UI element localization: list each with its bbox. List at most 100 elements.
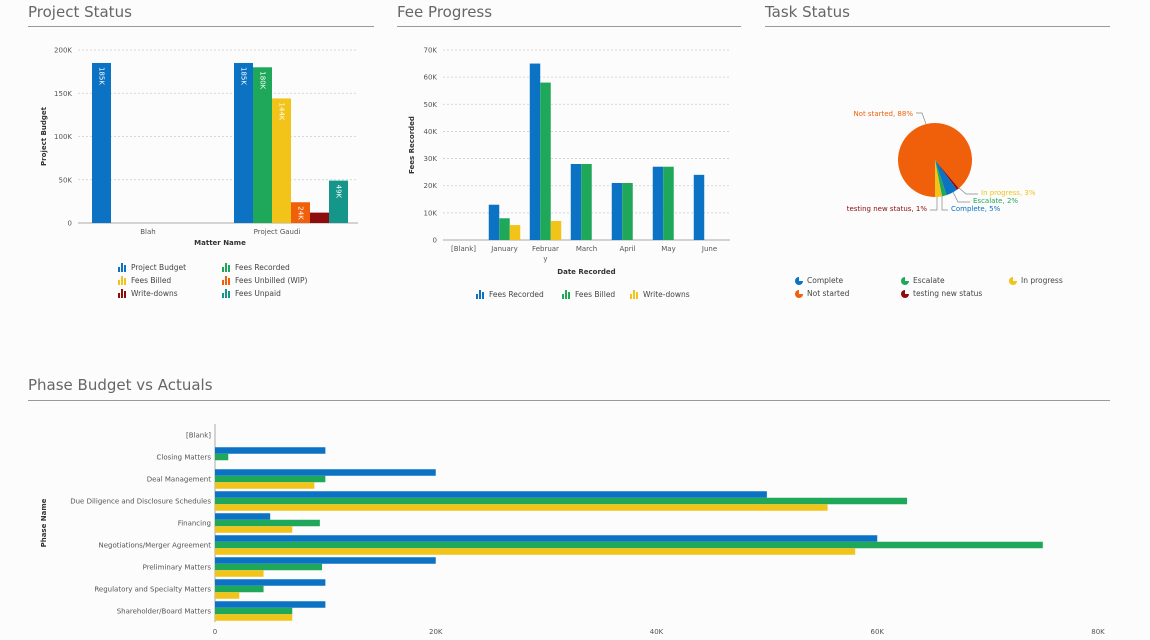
fee_progress-bar: [499, 218, 510, 240]
legend-label: Fees Unpaid: [235, 289, 281, 298]
fee_progress-ytick-label: 0: [433, 237, 437, 245]
legend-item[interactable]: Fees Unbilled (WIP): [222, 274, 342, 287]
legend-item[interactable]: Write-downs: [630, 288, 700, 301]
phase_budget-bar: [215, 469, 436, 476]
pie-chart-icon: [901, 289, 909, 298]
legend-label: Complete: [807, 276, 844, 285]
legend-item[interactable]: Not started: [795, 287, 901, 300]
fee_progress-bar: [611, 183, 623, 240]
fee_progress-xtick-label: January: [490, 245, 518, 253]
bar-chart-icon: [222, 289, 231, 298]
phase_budget-ytick-label: Regulatory and Specialty Matters: [94, 586, 211, 594]
project_status-data-label: 185K: [240, 67, 248, 85]
fee_progress-bar: [622, 183, 633, 240]
legend-item[interactable]: Complete: [795, 274, 901, 287]
fee_progress-xtick-label: March: [576, 245, 597, 253]
bar-chart-icon: [118, 276, 127, 285]
phase_budget-ytick-label: Preliminary Matters: [143, 564, 212, 572]
phase_budget-xtick-label: 80K: [1091, 628, 1105, 636]
legend-label: In progress: [1021, 276, 1063, 285]
project_status-data-label: 49K: [335, 185, 343, 199]
pie-leader-line: [957, 186, 978, 195]
fee_progress-xtick-label: May: [661, 245, 675, 253]
project-status-title: Project Status: [28, 3, 132, 21]
legend-item[interactable]: Fees Recorded: [222, 261, 342, 274]
phase_budget-bar: [215, 513, 271, 520]
phase_budget-ytick-label: Due Diligence and Disclosure Schedules: [70, 498, 211, 506]
legend-label: Project Budget: [131, 263, 187, 272]
phase_budget-xtick-label: 20K: [429, 628, 443, 636]
project_status-bar: [310, 212, 329, 223]
project_status-bar: [234, 62, 253, 223]
fee_progress-bar: [540, 82, 551, 240]
project_status-xtick-label: Blah: [140, 228, 155, 236]
phase_budget-bar: [215, 592, 240, 599]
phase_budget-bar: [215, 535, 878, 542]
legend-item[interactable]: Write-downs: [118, 287, 222, 300]
phase_budget-bar: [215, 585, 264, 593]
project_status-xtick-label: Project Gaudi: [254, 228, 301, 236]
legend-item[interactable]: Fees Billed: [118, 274, 222, 287]
legend-item[interactable]: Project Budget: [118, 261, 222, 274]
project_status-ytick-label: 150K: [54, 90, 72, 98]
bar-chart-icon: [118, 289, 127, 298]
phase_budget-ytick-label: Negotiations/Merger Agreement: [99, 542, 212, 550]
legend-label: Not started: [807, 289, 850, 298]
fee_progress-ytick-label: 40K: [424, 128, 438, 136]
pie-data-label: Escalate, 2%: [973, 197, 1018, 205]
legend-item[interactable]: Fees Unpaid: [222, 287, 342, 300]
legend-label: testing new status: [913, 289, 983, 298]
phase_budget-bar: [215, 601, 326, 608]
phase_budget-bar: [215, 548, 856, 555]
fee_progress-xtick-label: April: [620, 245, 636, 253]
fee_progress-ytick-label: 50K: [424, 101, 438, 109]
task-status-title: Task Status: [765, 3, 850, 21]
phase_budget-ytick-label: [Blank]: [186, 432, 211, 440]
legend-item[interactable]: In progress: [1009, 274, 1109, 287]
project_status-ytick-label: 0: [68, 220, 72, 228]
legend-item[interactable]: Escalate: [901, 274, 1009, 287]
pie-chart-icon: [795, 276, 803, 285]
fee_progress-ytick-label: 20K: [424, 182, 438, 190]
pie-chart-icon: [901, 276, 909, 285]
legend-label: Fees Recorded: [489, 290, 544, 299]
fee_progress-xtick-label: y: [543, 255, 547, 263]
phase_budget-xtick-label: 0: [213, 628, 217, 636]
project_status-data-label: 185K: [98, 67, 106, 85]
fee_progress-bar: [663, 166, 674, 240]
pie-leader-line: [916, 112, 927, 125]
phase_budget-bar: [215, 482, 315, 489]
fee_progress-xtick-label: Februar: [532, 245, 559, 253]
fee-progress-divider: [397, 26, 741, 27]
fee_progress-x-axis-title: Date Recorded: [557, 268, 615, 276]
legend-item[interactable]: Fees Billed: [562, 288, 630, 301]
fee_progress-xtick-label: [Blank]: [451, 245, 476, 253]
phase_budget-bar: [215, 607, 293, 615]
bar-chart-icon: [562, 290, 571, 299]
legend-item[interactable]: Fees Recorded: [476, 288, 562, 301]
pie-leader-line: [952, 191, 970, 203]
legend-label: Fees Unbilled (WIP): [235, 276, 308, 285]
project_status-x-axis-title: Matter Name: [194, 239, 246, 247]
phase_budget-ytick-label: Deal Management: [147, 476, 212, 484]
pie-slice: [935, 160, 959, 190]
pie-chart-icon: [1009, 276, 1017, 285]
fee-progress-title: Fee Progress: [397, 3, 493, 21]
legend-label: Write-downs: [131, 289, 178, 298]
phase_budget-xtick-label: 40K: [650, 628, 664, 636]
fee_progress-bar: [570, 164, 582, 240]
legend-label: Write-downs: [643, 290, 690, 299]
phase_budget-bar: [215, 497, 908, 505]
pie-slice: [898, 123, 973, 197]
phase_budget-y-axis-title: Phase Name: [40, 498, 48, 547]
bar-chart-icon: [222, 263, 231, 272]
phase-budget-divider: [28, 400, 1110, 401]
pie-data-label: In progress, 3%: [981, 189, 1036, 197]
legend-item[interactable]: testing new status: [901, 287, 1009, 300]
pie-chart-icon: [795, 289, 803, 298]
project_status-bar: [329, 180, 348, 223]
phase_budget-bar: [215, 614, 293, 621]
fee_progress-ytick-label: 70K: [424, 47, 438, 55]
bar-chart-icon: [630, 290, 639, 299]
